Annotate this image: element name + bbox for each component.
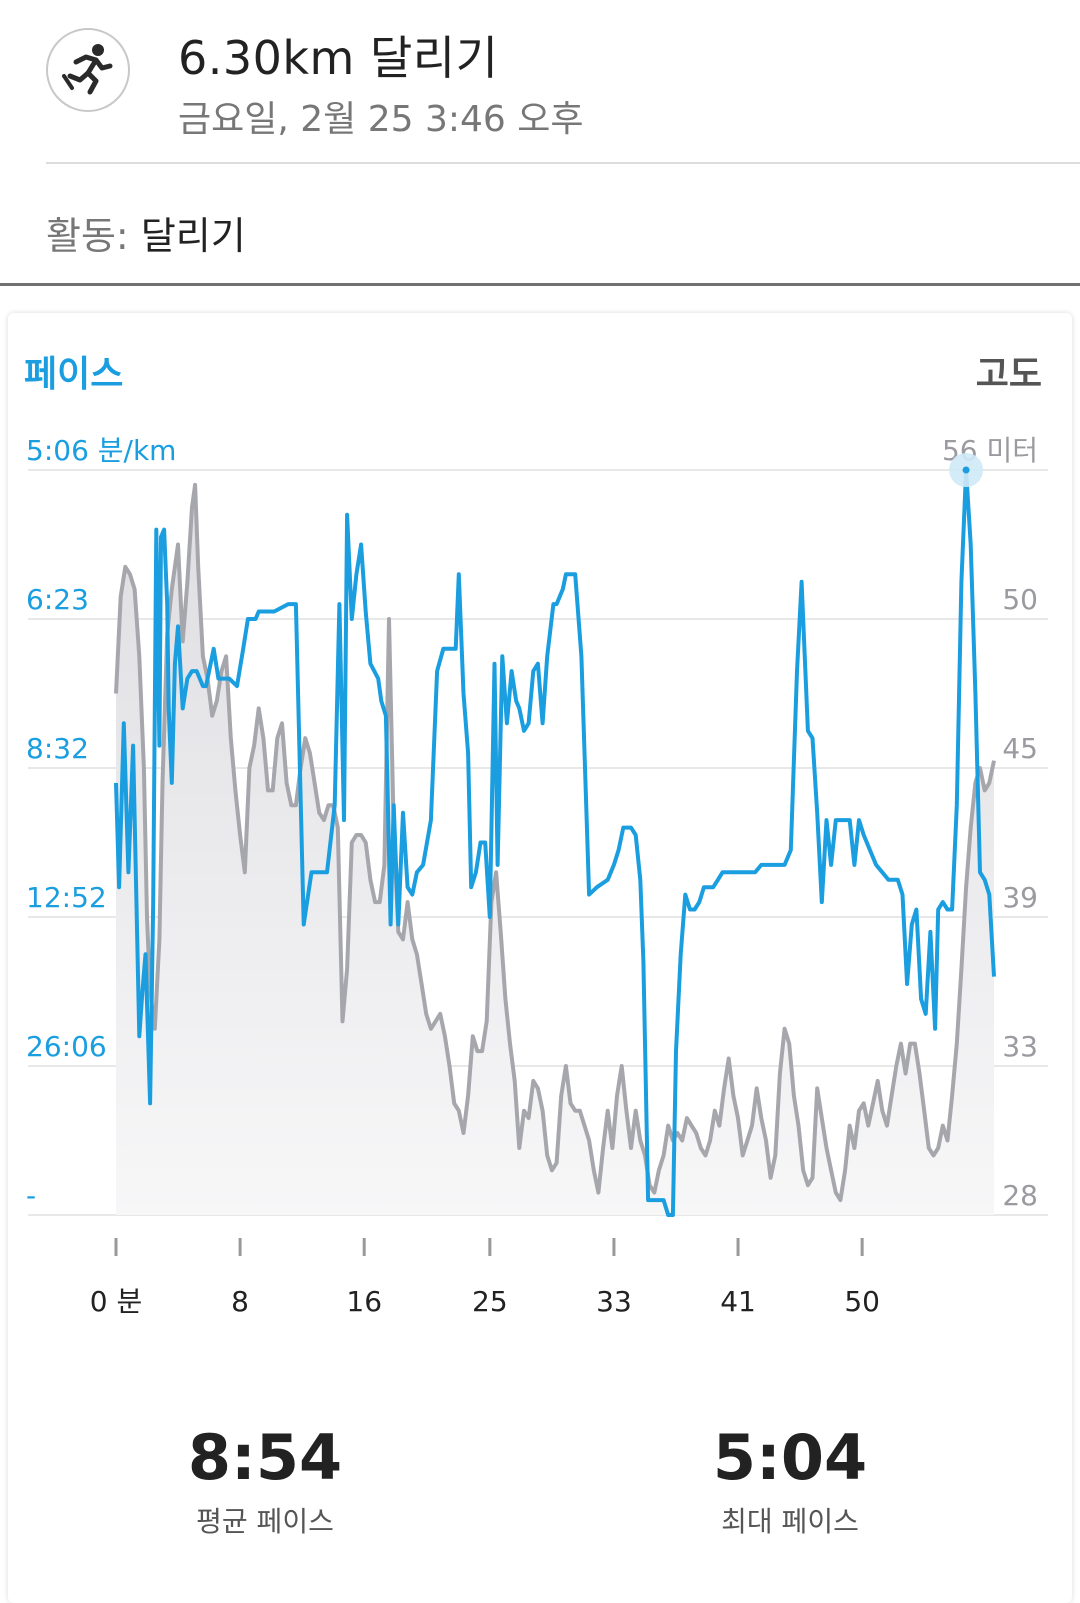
- activity-type-label: 활동:: [46, 214, 129, 258]
- altitude-tick-label: 39: [1002, 881, 1038, 914]
- pace-tick-label: 26:06: [26, 1030, 107, 1063]
- running-person-icon-glyph: [62, 44, 113, 95]
- section-divider: [0, 283, 1080, 286]
- pace-tick-label: 6:23: [26, 583, 89, 616]
- x-tick-label: 25: [472, 1285, 508, 1318]
- avg-pace-value: 8:54: [187, 1421, 343, 1494]
- activity-title: 6.30km 달리기: [178, 31, 499, 85]
- pace-axis-title: 페이스: [24, 354, 123, 395]
- altitude-tick-label: 50: [1002, 583, 1038, 616]
- max-pace-stat: 5:04 최대 페이스: [640, 1421, 940, 1540]
- pace-tick-label: 8:32: [26, 732, 89, 765]
- x-tick-label: 0 분: [90, 1285, 142, 1318]
- pace-tick-label: 12:52: [26, 881, 107, 914]
- x-tick-label: 16: [346, 1285, 382, 1318]
- altitude-tick-label: 28: [1002, 1179, 1038, 1212]
- altitude-tick-label: 33: [1002, 1030, 1038, 1063]
- altitude-series-line: [114, 482, 996, 1203]
- avg-pace-label: 평균 페이스: [196, 1505, 334, 1538]
- altitude-tick-label: 45: [1002, 732, 1038, 765]
- pace-tick-label: -: [26, 1179, 36, 1212]
- pace-altitude-card: 페이스 고도 5:06 분/km 6:23 8:32 12:52 26:06-56 미터…: [8, 313, 1072, 1603]
- activity-header: 6.30km 달리기 금요일, 2월 25 3:46 오후: [0, 0, 1080, 160]
- pace-series-line: [114, 468, 996, 1217]
- running-person-icon: [46, 28, 130, 112]
- altitude-axis-title: 고도: [976, 354, 1042, 395]
- activity-type-row[interactable]: 활동: 달리기: [46, 205, 246, 260]
- activity-type-value: 달리기: [140, 214, 246, 258]
- max-pace-label: 최대 페이스: [721, 1505, 859, 1538]
- avg-pace-stat: 8:54 평균 페이스: [115, 1421, 415, 1540]
- max-pace-marker: [962, 466, 970, 474]
- max-pace-value: 5:04: [712, 1421, 868, 1494]
- activity-datetime: 금요일, 2월 25 3:46 오후: [178, 99, 584, 140]
- x-tick-label: 33: [596, 1285, 632, 1318]
- x-tick-label: 8: [231, 1285, 249, 1318]
- x-tick-label: 50: [844, 1285, 880, 1318]
- pace-tick-label: 5:06 분/km: [26, 434, 176, 467]
- header-divider: [46, 162, 1080, 164]
- altitude-area: [116, 484, 994, 1215]
- x-tick-label: 41: [720, 1285, 756, 1318]
